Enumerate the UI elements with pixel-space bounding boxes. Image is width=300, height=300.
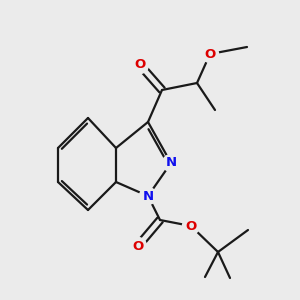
Text: N: N — [142, 190, 154, 202]
Text: O: O — [185, 220, 197, 232]
Circle shape — [130, 238, 146, 254]
Text: O: O — [134, 58, 146, 71]
Text: O: O — [132, 239, 144, 253]
Circle shape — [140, 188, 157, 205]
Circle shape — [202, 46, 218, 62]
Circle shape — [163, 154, 179, 172]
Text: O: O — [204, 47, 216, 61]
Circle shape — [182, 218, 200, 235]
Circle shape — [131, 56, 148, 74]
Text: N: N — [165, 157, 177, 169]
